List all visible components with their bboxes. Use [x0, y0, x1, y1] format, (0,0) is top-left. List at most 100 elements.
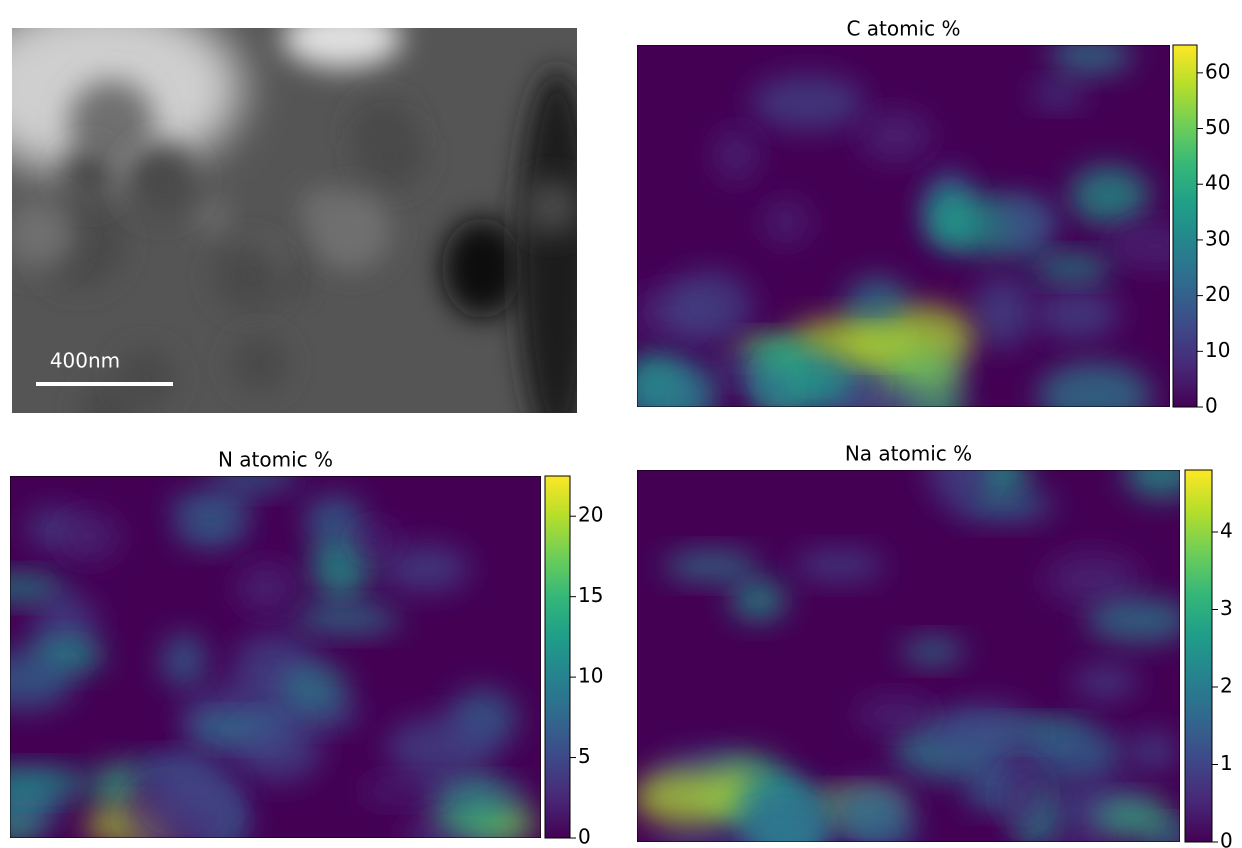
colorbar-tick-label: 0 — [578, 825, 591, 848]
texture — [60, 147, 118, 205]
panel: C atomic % 0 10 20 30 40 50 60 — [637, 17, 1230, 418]
colorbar-tick-label: 2 — [1220, 674, 1233, 698]
signal-region — [10, 574, 65, 602]
panel: 400nm — [12, 28, 577, 413]
signal-region — [150, 756, 236, 822]
signal-region — [664, 270, 752, 344]
colorbar — [1172, 44, 1198, 408]
signal-region — [304, 495, 365, 543]
signal-region — [352, 523, 398, 557]
signal-region — [386, 716, 494, 779]
signal-region — [176, 511, 246, 549]
colorbar-tick-label: 30 — [1205, 226, 1230, 250]
signal-region — [652, 828, 757, 842]
signal-region — [928, 470, 987, 507]
signal-region — [430, 779, 528, 804]
signal-region — [1129, 731, 1177, 772]
dark-region — [517, 68, 577, 413]
signal-region — [637, 770, 739, 826]
signal-region — [236, 562, 297, 613]
signal-region — [280, 661, 349, 718]
heatmap-image — [637, 45, 1170, 407]
signal-region — [1093, 799, 1176, 836]
colorbar-tick-label: 5 — [578, 744, 591, 768]
signal-region — [839, 332, 915, 361]
signal-region — [1073, 665, 1137, 698]
signal-region — [1069, 165, 1150, 226]
signal-region — [901, 638, 964, 665]
texture — [123, 142, 199, 218]
scale-bar-label: 400nm — [50, 349, 120, 373]
heatmap-image — [10, 476, 541, 838]
texture — [231, 335, 289, 393]
colorbar-tick-label: 20 — [578, 503, 603, 527]
panel-title: N atomic % — [218, 448, 333, 472]
texture — [314, 192, 391, 269]
panel-title: C atomic % — [846, 17, 960, 41]
signal-region — [360, 778, 453, 803]
texture — [523, 178, 577, 236]
signal-region — [234, 719, 322, 782]
signal-region — [1031, 82, 1085, 107]
signal-region — [1109, 224, 1170, 268]
signal-region — [955, 489, 1054, 522]
texture — [359, 124, 424, 188]
signal-region — [1029, 254, 1113, 281]
signal-region — [1124, 470, 1180, 499]
colorbar-tick-label: 20 — [1205, 282, 1230, 306]
signal-region — [57, 512, 120, 561]
signal-region — [380, 545, 470, 592]
signal-region — [1086, 597, 1180, 643]
colorbar-tick-label: 10 — [1205, 338, 1230, 362]
colorbar-tick-label: 60 — [1205, 59, 1230, 83]
signal-region — [751, 75, 865, 131]
colorbar-tick-label: 40 — [1205, 171, 1230, 195]
signal-region — [648, 362, 719, 407]
bright-region — [282, 28, 402, 68]
panel: N atomic % 0 5 10 15 20 — [10, 448, 603, 848]
texture — [12, 198, 75, 270]
colorbar — [544, 475, 571, 839]
signal-region — [747, 369, 792, 407]
signal-region — [934, 703, 1037, 765]
signal-region — [10, 650, 74, 710]
panel-title: Na atomic % — [845, 442, 972, 466]
signal-region — [794, 549, 884, 582]
signal-region — [1000, 760, 1046, 829]
panel: Na atomic % 0 1 2 3 4 — [637, 442, 1233, 848]
colorbar-tick-label: 15 — [578, 583, 603, 607]
signal-region — [92, 763, 142, 811]
signal-region — [746, 801, 825, 842]
signal-region — [1044, 553, 1142, 605]
signal-region — [1020, 724, 1125, 784]
colorbar-tick-label: 10 — [578, 664, 603, 688]
signal-region — [730, 579, 787, 621]
micrograph — [12, 28, 577, 413]
texture — [193, 197, 229, 233]
signal-region — [859, 110, 932, 161]
colorbar — [1184, 469, 1213, 843]
signal-region — [1036, 288, 1119, 340]
signal-region — [715, 128, 758, 183]
signal-region — [998, 195, 1057, 251]
signal-region — [772, 357, 858, 407]
colorbar-tick-label: 1 — [1220, 751, 1233, 775]
signal-region — [763, 200, 809, 243]
colorbar-tick-label: 4 — [1220, 519, 1233, 543]
colorbar-tick-label: 0 — [1205, 394, 1218, 418]
signal-region — [1037, 362, 1152, 407]
colorbar-tick-label: 0 — [1220, 829, 1233, 848]
heatmap-image — [637, 470, 1180, 842]
signal-region — [839, 807, 919, 842]
colorbar-tick-label: 50 — [1205, 115, 1230, 139]
dark-region — [442, 218, 522, 318]
signal-region — [160, 633, 208, 688]
texture — [68, 80, 155, 167]
signal-region — [292, 605, 401, 634]
signal-region — [10, 768, 93, 798]
signal-region — [208, 476, 299, 492]
texture — [213, 240, 285, 312]
signal-region — [664, 551, 760, 581]
